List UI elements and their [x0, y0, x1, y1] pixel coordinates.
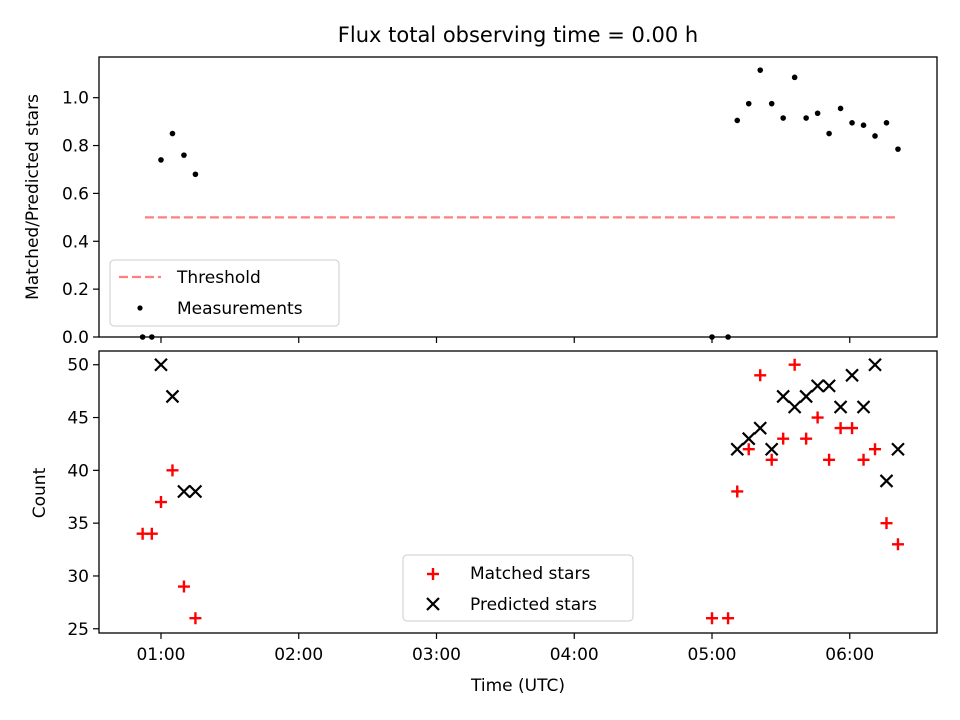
ratio-legend-box: [109, 259, 340, 327]
matched-star-point: [706, 612, 719, 625]
counts-y-tick-label: 40: [67, 461, 89, 481]
predicted-star-point: [810, 379, 825, 393]
matched-star-point: [857, 453, 870, 466]
ratio-y-tick-label: 1.0: [62, 89, 89, 109]
x-axis-label: Time (UTC): [470, 676, 565, 696]
ratio-y-tick-label: 0.0: [62, 328, 89, 348]
matched-star-point: [722, 612, 735, 625]
measurement-point: [837, 105, 844, 112]
measurement-point: [814, 110, 821, 117]
ratio-legend: Threshold Measurements: [109, 259, 340, 327]
counts-y-tick-label: 25: [67, 620, 89, 640]
measurement-point: [780, 115, 786, 121]
measurement-point: [803, 115, 809, 121]
x-tick-label: 04:00: [550, 645, 599, 665]
ratio-y-tick-label: 0.8: [62, 137, 89, 157]
matched-star-point: [154, 496, 167, 509]
predicted-star-point: [753, 421, 767, 435]
measurement-point: [791, 74, 798, 81]
ratio-y-tick-label: 0.4: [62, 232, 89, 252]
matched-star-point: [166, 464, 179, 477]
matched-star-point: [189, 612, 202, 625]
measurement-point: [192, 171, 199, 178]
matched-star-point: [846, 422, 859, 435]
matched-star-point: [869, 443, 882, 456]
measurement-point: [745, 100, 752, 107]
matched-star-point: [777, 432, 790, 445]
measurement-point: [757, 67, 764, 73]
predicted-star-point: [891, 442, 905, 457]
measurement-point: [883, 120, 890, 126]
predicted-legend-label: Predicted stars: [470, 595, 597, 615]
ratio-y-axis-label: Matched/Predicted stars: [23, 94, 43, 300]
predicted-star-point: [177, 484, 191, 499]
matched-legend-swatch: [427, 568, 439, 580]
matched-star-point: [742, 443, 755, 456]
predicted-star-point: [764, 442, 779, 457]
ratio-y-tick-label: 0.2: [62, 280, 89, 300]
matched-star-point: [177, 580, 190, 593]
predicted-star-point: [776, 389, 790, 404]
matched-star-point: [765, 453, 778, 466]
predicted-star-point: [730, 442, 745, 457]
predicted-star-point: [787, 400, 802, 414]
matched-star-point: [788, 358, 801, 371]
matched-star-point: [891, 538, 904, 551]
x-tick-label: 01:00: [136, 645, 185, 665]
matched-star-point: [880, 517, 893, 530]
measurement-point: [872, 133, 878, 139]
matched-star-point: [811, 411, 824, 424]
predicted-star-point: [154, 357, 168, 372]
matched-star-point: [145, 527, 158, 540]
measurements-legend-label: Measurements: [177, 299, 303, 319]
predicted-star-point: [188, 484, 203, 499]
chart-title: Flux total observing time = 0.00 h: [338, 23, 698, 47]
measurements-legend-swatch: [137, 305, 143, 311]
x-tick-label: 05:00: [688, 645, 737, 665]
x-tick-label: 02:00: [274, 645, 323, 665]
counts-y-axis-label: Count: [30, 467, 50, 518]
counts-y-tick-label: 50: [67, 356, 89, 376]
counts-y-tick-label: 35: [67, 514, 89, 534]
matched-star-point: [834, 422, 847, 435]
ratio-panel: 0.0 0.2 0.4 0.6 0.8 1.0 Matched/Predicted sta…: [23, 56, 938, 348]
predicted-star-point: [833, 400, 848, 414]
measurement-point: [895, 146, 901, 152]
measurement-point: [849, 120, 855, 126]
measurement-point: [768, 100, 775, 107]
counts-legend: Matched stars Predicted stars: [402, 554, 634, 622]
measurement-point: [734, 117, 741, 124]
predicted-star-point: [799, 389, 813, 404]
measurement-point: [860, 122, 867, 129]
threshold-legend-label: Threshold: [176, 268, 261, 288]
counts-legend-box: [402, 554, 634, 622]
ratio-axes-frame: [98, 56, 938, 338]
matched-star-point: [800, 432, 813, 445]
matched-star-point: [731, 485, 744, 498]
matched-legend-label: Matched stars: [470, 564, 590, 584]
ratio-y-tick-label: 0.6: [62, 184, 89, 204]
matched-star-point: [823, 453, 836, 466]
counts-panel: 25 30 35 40 45 50 01:00 02:00 03:00 04:00 05:00 06:…: [30, 350, 938, 665]
predicted-star-point: [879, 474, 894, 488]
counts-y-tick-label: 45: [67, 409, 89, 429]
measurement-point: [826, 130, 832, 137]
measurement-point: [181, 152, 187, 158]
predicted-star-point: [165, 389, 180, 404]
predicted-star-point: [845, 368, 859, 383]
counts-y-tick-label: 30: [67, 567, 89, 587]
counts-axes-frame: [98, 350, 938, 634]
x-tick-label: 03:00: [412, 645, 461, 665]
measurement-point: [158, 157, 164, 163]
predicted-star-point: [822, 379, 836, 393]
matched-star-point: [754, 369, 767, 382]
predicted-legend-swatch: [426, 597, 440, 611]
predicted-star-point: [741, 431, 756, 446]
measurement-point: [169, 130, 176, 137]
x-tick-label: 06:00: [825, 645, 874, 665]
predicted-star-point: [856, 400, 871, 414]
predicted-star-point: [868, 357, 882, 372]
